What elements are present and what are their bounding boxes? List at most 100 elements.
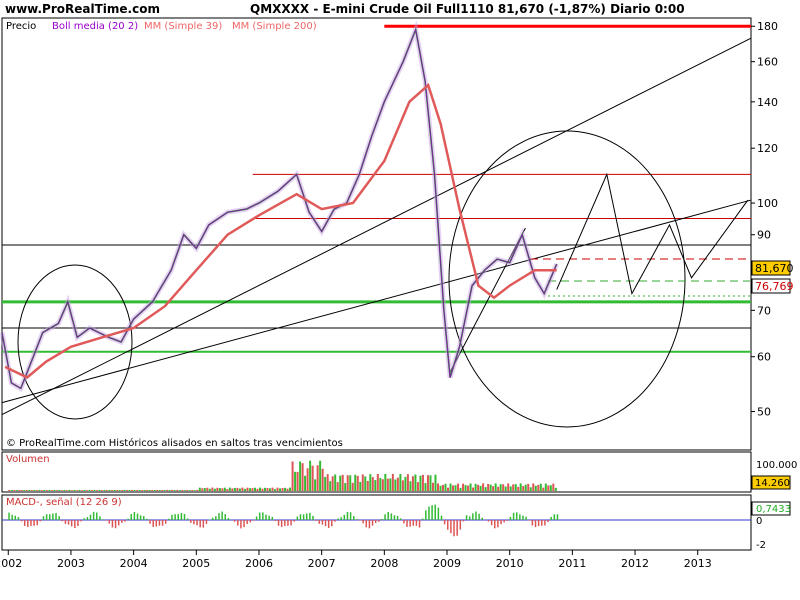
volume-bar [141, 489, 144, 491]
volume-bar [153, 490, 156, 491]
volume-bar [23, 489, 26, 491]
site-name[interactable]: www.ProRealTime.com [5, 2, 160, 16]
volume-bar [256, 488, 259, 491]
volume-bar [53, 489, 56, 491]
volume-bar [161, 489, 164, 491]
time-tick-label: 2007 [308, 557, 336, 570]
ellipse-left [17, 264, 133, 420]
volume-bar [324, 476, 327, 491]
volume-bar [221, 488, 224, 491]
macd-bar [544, 520, 546, 526]
legend-mm39: MM (Simple 39) [144, 21, 222, 32]
macd-bar [537, 520, 540, 527]
macd-bar [183, 513, 186, 520]
volume-bar [436, 483, 439, 491]
time-tick-label: 2009 [433, 557, 461, 570]
volume-bar [193, 490, 196, 491]
macd-bar [143, 516, 145, 520]
macd-bar [468, 516, 471, 520]
volume-bar [524, 484, 527, 491]
macd-bar [152, 520, 154, 527]
volume-bar [98, 489, 101, 491]
volume-bar [238, 488, 241, 491]
macd-bar [478, 513, 480, 520]
volume-bar [542, 487, 545, 491]
macd-bar [497, 520, 499, 528]
macd-bar [400, 518, 402, 520]
macd-bar [475, 511, 477, 520]
macd-bar [39, 520, 42, 522]
volume-bar [91, 490, 94, 491]
volume-bar [376, 473, 379, 491]
volume-bar [173, 490, 176, 491]
macd-bar [387, 511, 389, 520]
last-price-label: 81,670 [755, 262, 794, 275]
macd-bar [440, 515, 443, 520]
ellipse-right [448, 130, 686, 428]
volume-bar [386, 478, 389, 491]
macd-bar [324, 520, 327, 527]
macd-bar [196, 520, 198, 526]
price-tick-label: 100 [757, 197, 778, 210]
macd-bar [553, 514, 556, 520]
volume-bar [208, 488, 211, 491]
macd-bar [155, 520, 158, 527]
volume-bar [474, 483, 477, 491]
macd-bar [64, 520, 67, 524]
macd-tick-zero: 0 [756, 516, 762, 527]
volume-bar [151, 489, 154, 491]
macd-bar [83, 518, 85, 520]
macd-bar [77, 520, 79, 527]
macd-bar [465, 515, 468, 520]
macd-bar [105, 520, 107, 521]
volume-bar [512, 484, 515, 491]
volume-bar [43, 489, 46, 491]
volume-bar [472, 487, 475, 491]
macd-bar [522, 515, 524, 520]
volume-bar [391, 473, 394, 491]
volume-box [751, 475, 791, 490]
volume-bar [469, 483, 472, 491]
ma-price-label: 76,769 [755, 280, 794, 293]
macd-bar [515, 512, 518, 520]
volume-bar [414, 474, 417, 491]
macd-bar [149, 520, 151, 524]
macd-bar [265, 514, 267, 520]
volume-bar [258, 487, 261, 491]
volume-bar [203, 488, 206, 491]
macd-bar [378, 520, 380, 522]
macd-bar [102, 519, 104, 520]
volume-bar [50, 490, 53, 491]
volume-bar [484, 487, 487, 491]
macd-bar [205, 520, 208, 524]
macd-bar [27, 520, 29, 528]
macd-bar [309, 512, 311, 520]
volume-bar [351, 482, 354, 491]
volume-bar [344, 483, 347, 491]
macd-bar [202, 520, 205, 528]
volume-bar [279, 488, 282, 491]
macd-bar [415, 520, 418, 526]
volume-bar [374, 480, 377, 491]
volume-bar [248, 488, 251, 491]
macd-bar [262, 512, 264, 520]
volume-bar [269, 488, 272, 491]
volume-bar [206, 487, 209, 491]
macd-bar [86, 517, 89, 520]
volume-bar [284, 487, 287, 491]
volume-bar [339, 475, 342, 491]
macd-bar [434, 504, 436, 520]
volume-bar [211, 487, 214, 491]
macd-bar [550, 516, 552, 520]
time-tick-label: 2011 [558, 557, 586, 570]
volume-bar [276, 487, 279, 491]
macd-bar [337, 518, 339, 520]
volume-bar [241, 487, 244, 491]
macd-bar [534, 520, 537, 528]
macd-bar [284, 520, 286, 526]
macd-bar [331, 520, 333, 527]
macd-bars [8, 504, 559, 537]
volume-bar [389, 478, 392, 491]
price-tick-label: 90 [757, 229, 771, 242]
